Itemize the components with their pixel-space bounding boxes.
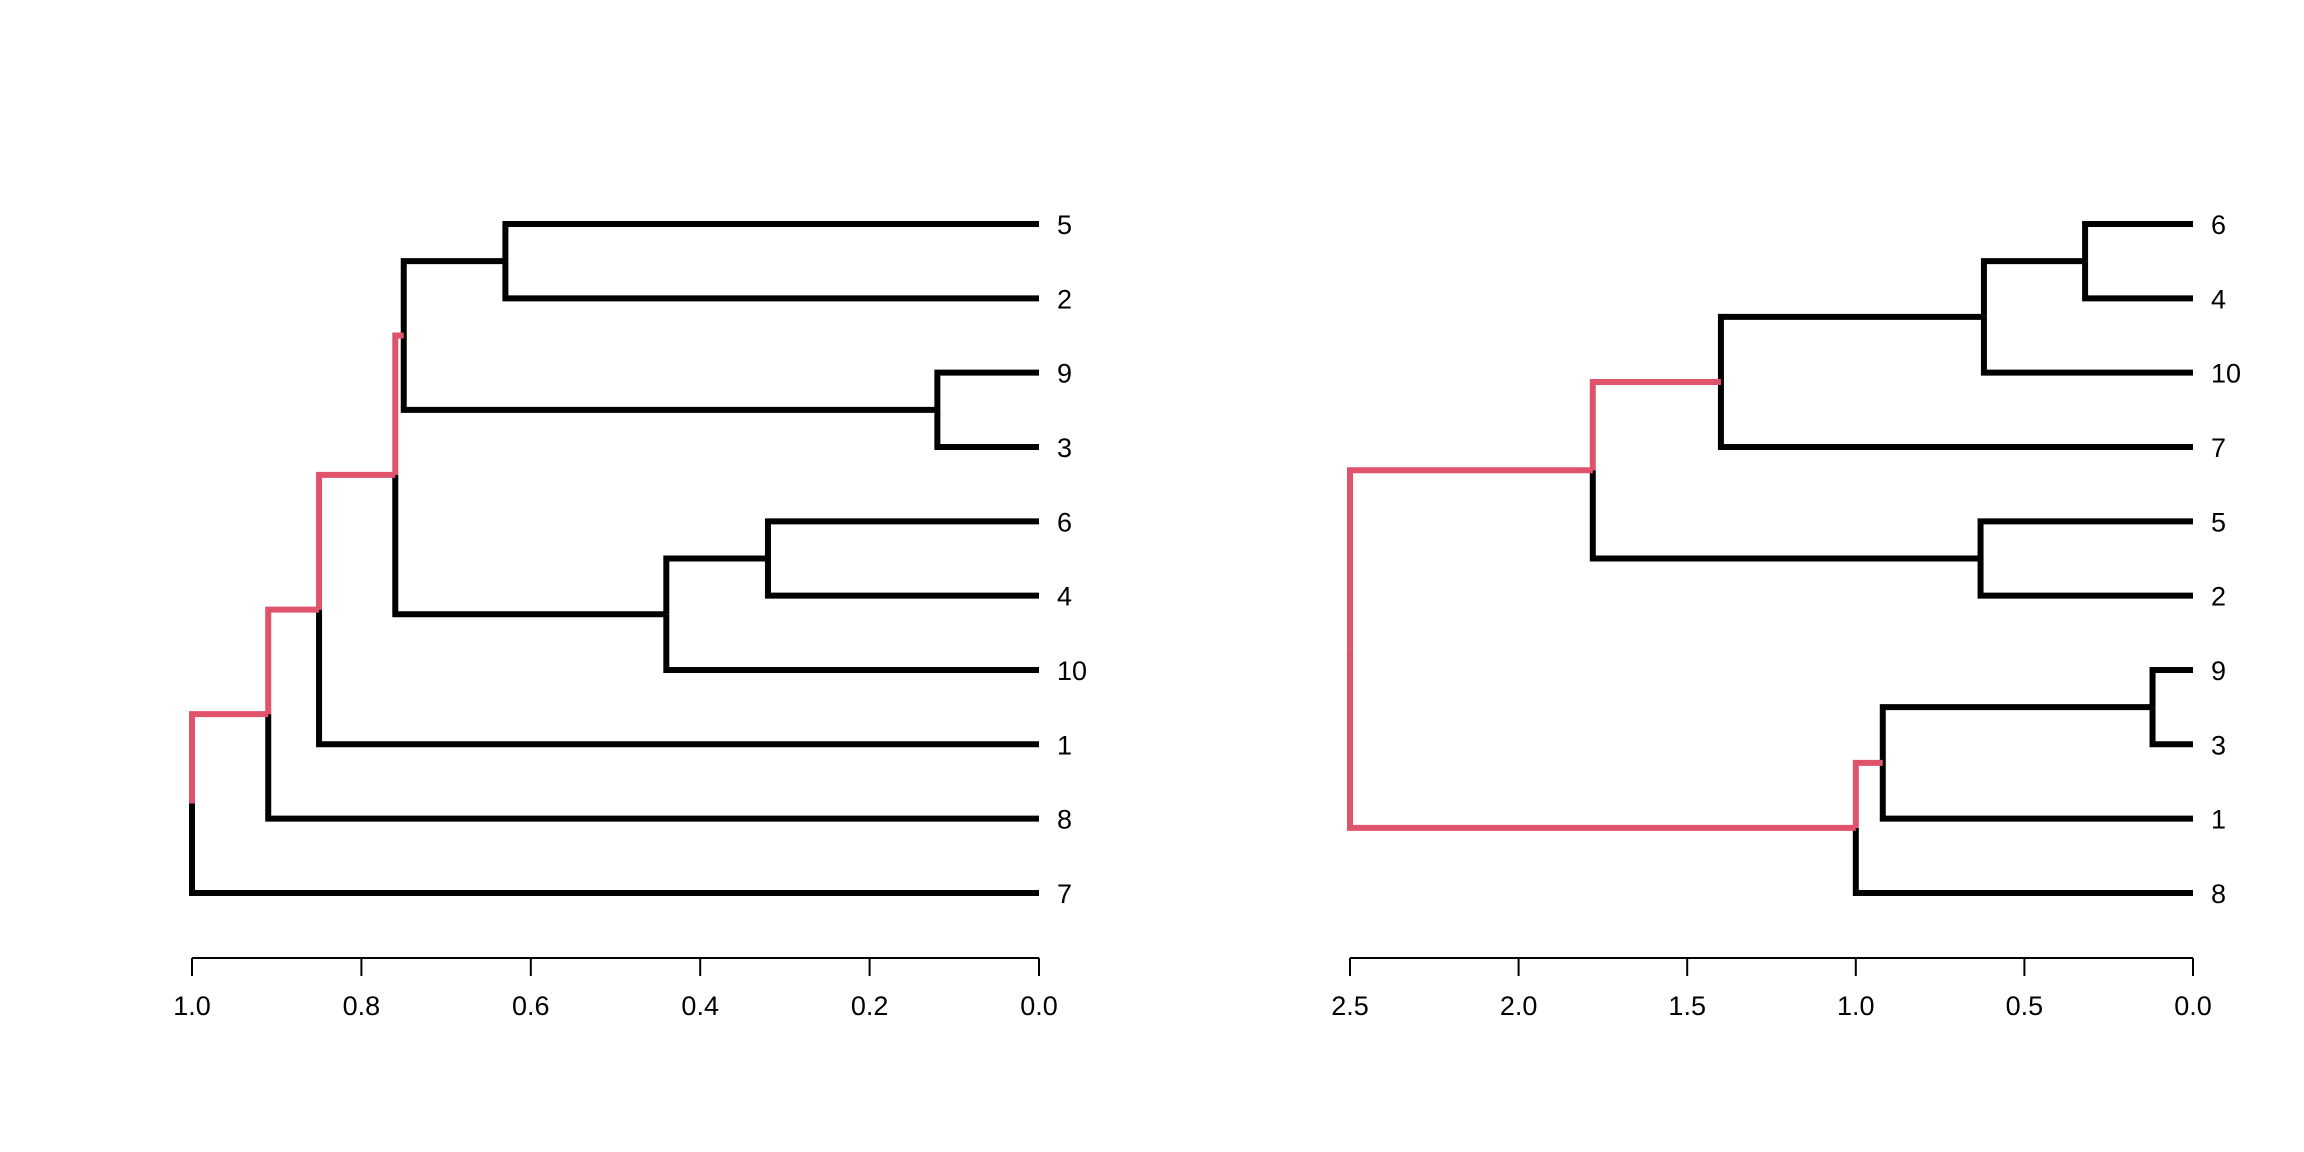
x-axis: 1.0 0.8 0.6 0.4 0.2 0.0 (173, 957, 1058, 1021)
dendrogram-branch (1879, 762, 2193, 822)
dendrogram-branch (392, 474, 667, 618)
dendrogram-branch (1977, 558, 2193, 599)
highlighted-branch (265, 606, 320, 715)
tick-label: 0.0 (2174, 991, 2212, 1021)
highlighted-branch (1347, 467, 1593, 650)
leaf-label: 5 (1057, 210, 1072, 240)
leaf-label: 7 (2211, 433, 2226, 463)
tick-label: 2.0 (1500, 991, 1538, 1021)
tick-label: 0.5 (2006, 991, 2044, 1021)
leaf-label: 4 (2211, 284, 2226, 314)
tick-label: 0.2 (851, 991, 889, 1021)
highlighted-branch (189, 711, 269, 804)
highlighted-branch (1589, 378, 1721, 471)
leaf-label: 3 (1057, 433, 1072, 463)
dendrogram-branch (663, 614, 1039, 673)
leaf-label: 1 (2211, 805, 2226, 835)
dendrogram-branch (1980, 316, 2193, 376)
leaf-labels: 6 4 10 7 5 2 9 3 1 8 (2211, 210, 2241, 909)
dendrogram-branch (934, 369, 1039, 410)
dendrogram-branches (189, 221, 1039, 896)
leaf-label: 10 (2211, 359, 2241, 389)
leaf-label: 2 (2211, 582, 2226, 612)
dendrogram-branch (316, 609, 1039, 748)
leaf-label: 6 (1057, 507, 1072, 537)
leaf-label: 2 (1057, 284, 1072, 314)
dendrogram-branch (1879, 704, 2153, 763)
tick-label: 2.5 (1331, 991, 1369, 1021)
dendrogram-branch (764, 558, 1039, 599)
dendrogram-branch (1589, 470, 1981, 562)
dendrogram-branch (502, 261, 1039, 302)
dendrogram-branch (663, 555, 768, 615)
dendrogram-branch (2082, 261, 2193, 302)
leaf-label: 8 (2211, 879, 2226, 909)
highlighted-branch (392, 332, 404, 475)
leaf-label: 5 (2211, 507, 2226, 537)
dendrogram-branch (189, 803, 1039, 896)
dendrogram-branch (2082, 221, 2193, 262)
leaf-label: 4 (1057, 582, 1072, 612)
leaf-label: 9 (1057, 359, 1072, 389)
left-dendrogram-panel: 5 2 9 3 6 4 10 1 8 7 1.0 0.8 0.6 0.4 0.2 0.0 (173, 210, 1087, 1021)
dendrogram-branch (2149, 666, 2193, 708)
tick-label: 1.5 (1668, 991, 1706, 1021)
dendrogram-branch (400, 335, 938, 413)
highlighted-branch (316, 471, 396, 610)
leaf-label: 6 (2211, 210, 2226, 240)
dendrogram-branch (934, 409, 1039, 450)
leaf-label: 9 (2211, 656, 2226, 686)
tick-label: 1.0 (173, 991, 211, 1021)
leaf-label: 10 (1057, 656, 1087, 686)
dendrogram-branch (1717, 381, 2193, 450)
leaf-label: 8 (1057, 805, 1072, 835)
leaf-label: 7 (1057, 879, 1072, 909)
tick-label: 0.8 (343, 991, 381, 1021)
leaf-label: 3 (2211, 730, 2226, 760)
x-axis: 2.5 2.0 1.5 1.0 0.5 0.0 (1331, 957, 2212, 1021)
dendrogram-branch (764, 518, 1039, 559)
dendrogram-branch (1980, 258, 2086, 317)
tick-label: 0.0 (1020, 991, 1058, 1021)
dendrogram-branch (1977, 518, 2193, 559)
dendrogram-branch (1717, 313, 1984, 382)
dendrogram-branch (400, 258, 506, 336)
leaf-label: 1 (1057, 730, 1072, 760)
right-dendrogram-panel: 6 4 10 7 5 2 9 3 1 8 2.5 2.0 1.5 1.0 0.5 0.0 (1331, 210, 2241, 1021)
tick-label: 0.6 (512, 991, 550, 1021)
dendrogram-branch (2149, 707, 2193, 748)
dendrogram-branches (1347, 221, 2193, 896)
leaf-labels: 5 2 9 3 6 4 10 1 8 7 (1057, 210, 1087, 909)
tick-label: 1.0 (1837, 991, 1875, 1021)
tick-label: 0.4 (681, 991, 719, 1021)
highlighted-branch (1852, 759, 1883, 828)
dendrogram-branch (502, 221, 1039, 262)
dendrogram-branch (265, 714, 1039, 822)
highlighted-branch (1347, 649, 1856, 831)
dendrogram-branch (1852, 827, 2193, 896)
